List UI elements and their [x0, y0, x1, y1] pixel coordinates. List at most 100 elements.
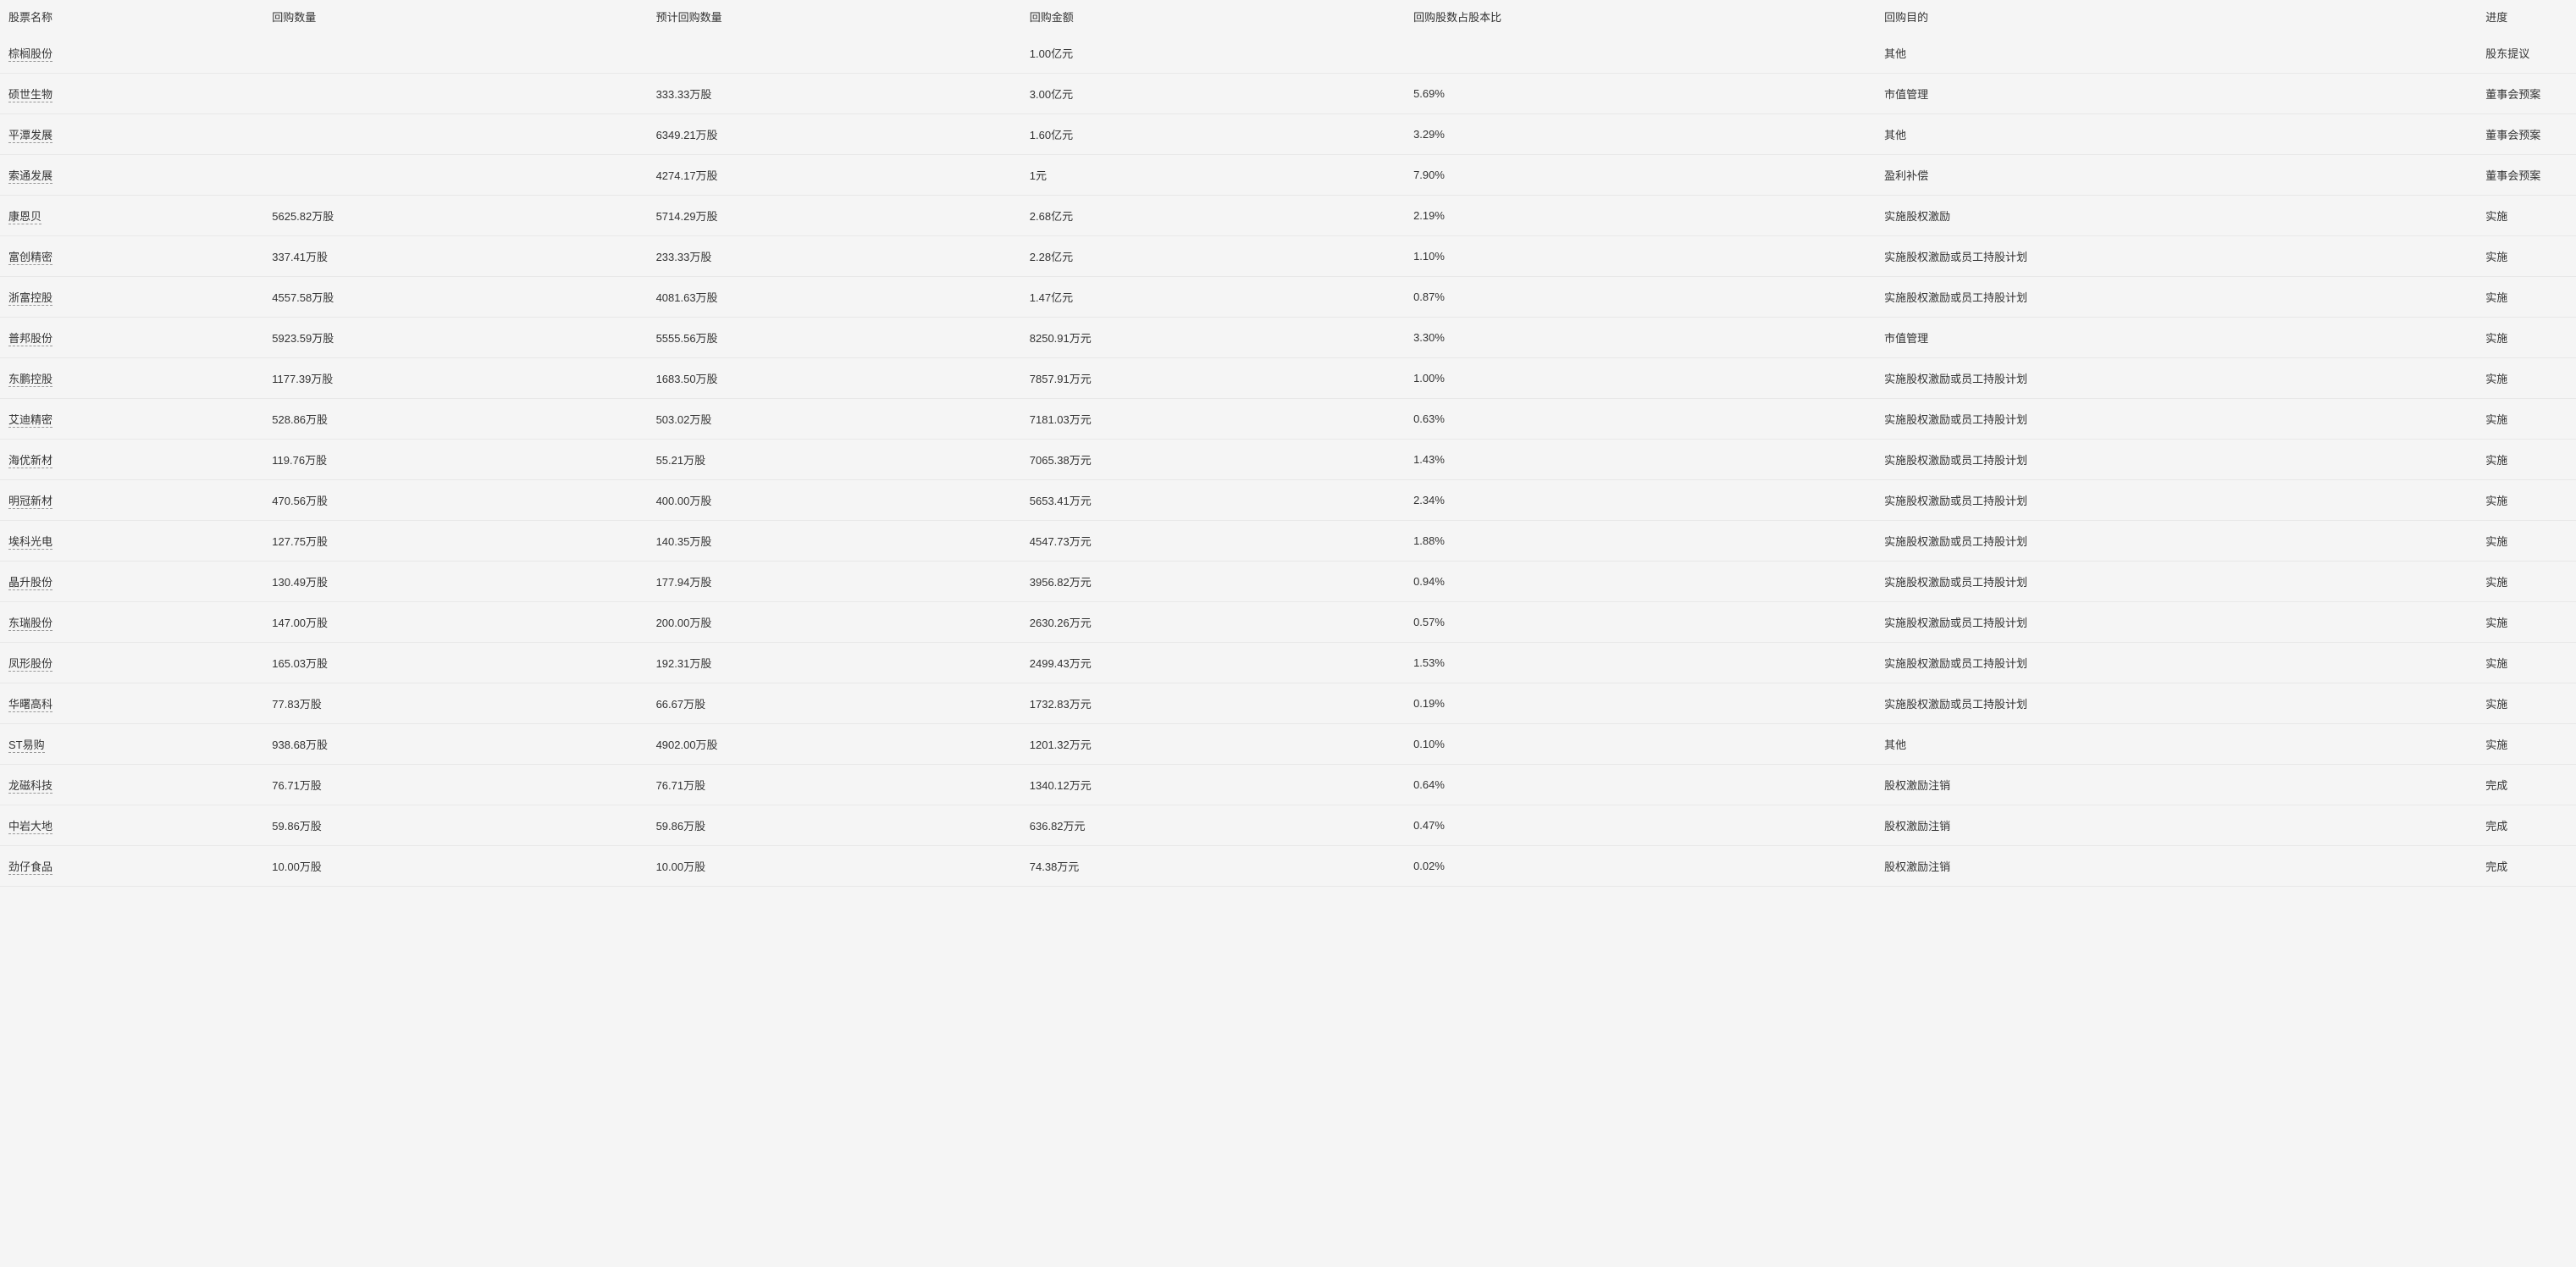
cell-purpose: 市值管理 — [1884, 329, 2485, 346]
cell-buyback-amount: 7857.91万元 — [1030, 370, 1413, 386]
cell-purpose: 市值管理 — [1884, 86, 2485, 102]
header-buyback-qty[interactable]: 回购数量 — [272, 8, 655, 25]
cell-share-ratio: 0.94% — [1413, 575, 1884, 588]
table-row: 普邦股份5923.59万股5555.56万股8250.91万元3.30%市值管理… — [0, 318, 2576, 358]
cell-purpose: 其他 — [1884, 126, 2485, 142]
stock-link[interactable]: 索通发展 — [8, 169, 53, 184]
stock-link[interactable]: 华曙高科 — [8, 698, 53, 712]
stock-link[interactable]: 平潭发展 — [8, 129, 53, 143]
table-header-row: 股票名称 回购数量 预计回购数量 回购金额 回购股数占股本比 回购目的 进度 — [0, 0, 2576, 33]
table-row: 康恩贝5625.82万股5714.29万股2.68亿元2.19%实施股权激励实施 — [0, 196, 2576, 236]
header-progress[interactable]: 进度 — [2485, 8, 2568, 25]
cell-buyback-qty: 76.71万股 — [272, 777, 655, 793]
cell-buyback-amount: 636.82万元 — [1030, 817, 1413, 833]
cell-purpose: 实施股权激励或员工持股计划 — [1884, 695, 2485, 711]
stock-link[interactable]: 凤形股份 — [8, 657, 53, 672]
stock-link[interactable]: 劲仔食品 — [8, 860, 53, 875]
cell-progress: 股东提议 — [2485, 45, 2568, 61]
cell-purpose: 实施股权激励或员工持股计划 — [1884, 289, 2485, 305]
stock-link[interactable]: 龙磁科技 — [8, 779, 53, 794]
stock-link[interactable]: 晶升股份 — [8, 576, 53, 590]
stock-link[interactable]: 东瑞股份 — [8, 617, 53, 631]
stock-link[interactable]: 普邦股份 — [8, 332, 53, 346]
cell-buyback-amount: 1.47亿元 — [1030, 289, 1413, 305]
table-body: 棕榈股份1.00亿元其他股东提议硕世生物333.33万股3.00亿元5.69%市… — [0, 33, 2576, 887]
cell-buyback-qty: 938.68万股 — [272, 736, 655, 752]
stock-link[interactable]: 东鹏控股 — [8, 373, 53, 387]
header-buyback-amount[interactable]: 回购金额 — [1030, 8, 1413, 25]
cell-stock-name: 康恩贝 — [8, 207, 272, 224]
cell-est-buyback-qty: 76.71万股 — [656, 777, 1030, 793]
cell-purpose: 盈利补偿 — [1884, 167, 2485, 183]
stock-link[interactable]: 中岩大地 — [8, 820, 53, 834]
cell-purpose: 股权激励注销 — [1884, 817, 2485, 833]
cell-buyback-qty: 130.49万股 — [272, 573, 655, 589]
cell-progress: 完成 — [2485, 817, 2568, 833]
table-row: 富创精密337.41万股233.33万股2.28亿元1.10%实施股权激励或员工… — [0, 236, 2576, 277]
header-est-buyback-qty[interactable]: 预计回购数量 — [656, 8, 1030, 25]
cell-stock-name: 艾迪精密 — [8, 411, 272, 427]
table-row: 中岩大地59.86万股59.86万股636.82万元0.47%股权激励注销完成 — [0, 805, 2576, 846]
table-row: 浙富控股4557.58万股4081.63万股1.47亿元0.87%实施股权激励或… — [0, 277, 2576, 318]
cell-buyback-amount: 2.28亿元 — [1030, 248, 1413, 264]
cell-buyback-amount: 2.68亿元 — [1030, 207, 1413, 224]
cell-est-buyback-qty: 140.35万股 — [656, 533, 1030, 549]
table-row: 东瑞股份147.00万股200.00万股2630.26万元0.57%实施股权激励… — [0, 602, 2576, 643]
cell-est-buyback-qty: 177.94万股 — [656, 573, 1030, 589]
cell-est-buyback-qty: 333.33万股 — [656, 86, 1030, 102]
stock-link[interactable]: 富创精密 — [8, 251, 53, 265]
cell-stock-name: 明冠新材 — [8, 492, 272, 508]
table-row: 索通发展4274.17万股1元7.90%盈利补偿董事会预案 — [0, 155, 2576, 196]
cell-purpose: 实施股权激励或员工持股计划 — [1884, 573, 2485, 589]
cell-est-buyback-qty: 5555.56万股 — [656, 329, 1030, 346]
cell-est-buyback-qty: 5714.29万股 — [656, 207, 1030, 224]
cell-stock-name: 凤形股份 — [8, 655, 272, 671]
header-stock-name[interactable]: 股票名称 — [8, 8, 272, 25]
stock-link[interactable]: 明冠新材 — [8, 495, 53, 509]
cell-stock-name: 浙富控股 — [8, 289, 272, 305]
cell-share-ratio: 1.88% — [1413, 534, 1884, 547]
cell-purpose: 实施股权激励或员工持股计划 — [1884, 614, 2485, 630]
cell-share-ratio: 1.43% — [1413, 453, 1884, 466]
cell-buyback-qty: 1177.39万股 — [272, 370, 655, 386]
cell-progress: 董事会预案 — [2485, 167, 2568, 183]
cell-share-ratio: 1.53% — [1413, 656, 1884, 669]
table-row: 明冠新材470.56万股400.00万股5653.41万元2.34%实施股权激励… — [0, 480, 2576, 521]
cell-est-buyback-qty: 4274.17万股 — [656, 167, 1030, 183]
cell-est-buyback-qty: 66.67万股 — [656, 695, 1030, 711]
cell-purpose: 股权激励注销 — [1884, 777, 2485, 793]
table-row: 棕榈股份1.00亿元其他股东提议 — [0, 33, 2576, 74]
stock-link[interactable]: 海优新材 — [8, 454, 53, 468]
stock-link[interactable]: ST易购 — [8, 739, 45, 753]
cell-progress: 实施 — [2485, 411, 2568, 427]
cell-est-buyback-qty: 1683.50万股 — [656, 370, 1030, 386]
cell-progress: 实施 — [2485, 695, 2568, 711]
cell-share-ratio: 0.10% — [1413, 738, 1884, 750]
stock-link[interactable]: 棕榈股份 — [8, 47, 53, 62]
cell-share-ratio: 1.00% — [1413, 372, 1884, 385]
stock-link[interactable]: 埃科光电 — [8, 535, 53, 550]
header-share-ratio[interactable]: 回购股数占股本比 — [1413, 8, 1884, 25]
cell-stock-name: 晶升股份 — [8, 573, 272, 589]
cell-est-buyback-qty: 10.00万股 — [656, 858, 1030, 874]
table-row: ST易购938.68万股4902.00万股1201.32万元0.10%其他实施 — [0, 724, 2576, 765]
stock-link[interactable]: 浙富控股 — [8, 291, 53, 306]
cell-stock-name: 龙磁科技 — [8, 777, 272, 793]
table-row: 平潭发展6349.21万股1.60亿元3.29%其他董事会预案 — [0, 114, 2576, 155]
cell-buyback-amount: 7065.38万元 — [1030, 451, 1413, 468]
stock-link[interactable]: 硕世生物 — [8, 88, 53, 102]
header-purpose[interactable]: 回购目的 — [1884, 8, 2485, 25]
cell-buyback-qty: 165.03万股 — [272, 655, 655, 671]
stock-link[interactable]: 康恩贝 — [8, 210, 41, 224]
stock-link[interactable]: 艾迪精密 — [8, 413, 53, 428]
table-row: 晶升股份130.49万股177.94万股3956.82万元0.94%实施股权激励… — [0, 562, 2576, 602]
cell-share-ratio: 2.19% — [1413, 209, 1884, 222]
cell-stock-name: 富创精密 — [8, 248, 272, 264]
table-row: 龙磁科技76.71万股76.71万股1340.12万元0.64%股权激励注销完成 — [0, 765, 2576, 805]
cell-share-ratio: 3.30% — [1413, 331, 1884, 344]
cell-est-buyback-qty: 55.21万股 — [656, 451, 1030, 468]
cell-purpose: 其他 — [1884, 736, 2485, 752]
cell-progress: 实施 — [2485, 370, 2568, 386]
cell-purpose: 实施股权激励或员工持股计划 — [1884, 248, 2485, 264]
cell-share-ratio: 0.19% — [1413, 697, 1884, 710]
